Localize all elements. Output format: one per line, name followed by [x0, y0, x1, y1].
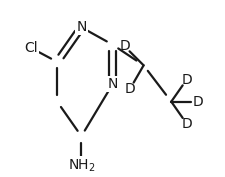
Text: NH$_2$: NH$_2$ [68, 157, 95, 174]
Text: D: D [181, 117, 192, 131]
Text: N: N [107, 77, 118, 91]
Text: D: D [193, 95, 203, 109]
Text: D: D [181, 73, 192, 87]
Text: D: D [125, 82, 136, 96]
Text: D: D [119, 39, 130, 53]
Text: N: N [76, 20, 87, 34]
Text: Cl: Cl [25, 41, 38, 55]
